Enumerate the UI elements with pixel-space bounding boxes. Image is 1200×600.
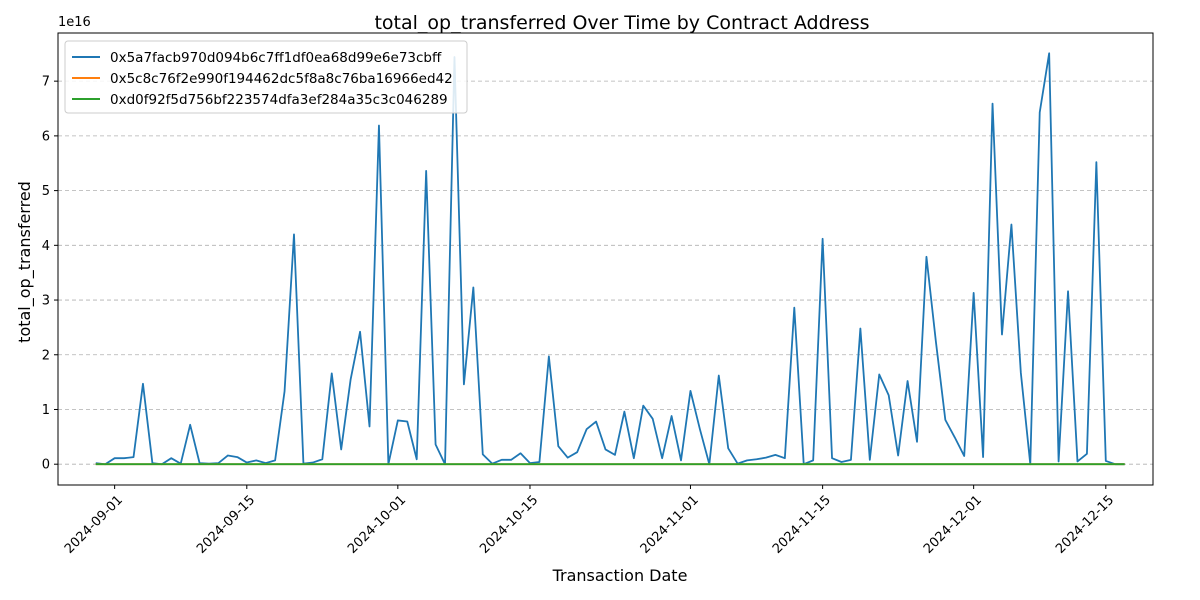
y-tick-label-4: 4 <box>42 239 50 254</box>
y-scale-exponent: 1e16 <box>58 15 91 30</box>
legend-box <box>64 40 468 114</box>
series-line-1 <box>95 52 1125 466</box>
y-tick-label-3: 3 <box>42 294 50 309</box>
legend-label-series-2: 0x5c8c76f2e990f194462dc5f8a8c76ba16966ed… <box>110 71 453 87</box>
y-tick-label-5: 5 <box>42 184 50 199</box>
chart-title: total_op_transferred Over Time by Contra… <box>374 12 869 34</box>
y-tick-label-2: 2 <box>42 348 50 363</box>
legend-label-series-1: 0x5a7facb970d094b6c7ff1df0ea68d99e6e73cb… <box>110 50 442 66</box>
plot-area-frame <box>57 32 1154 486</box>
legend: 0x5a7facb970d094b6c7ff1df0ea68d99e6e73cb… <box>64 40 468 114</box>
series-lines <box>95 52 1125 466</box>
y-tick-label-7: 7 <box>42 75 50 90</box>
x-axis-title: Transaction Date <box>552 566 688 585</box>
y-axis-ticks: 0 1 2 3 4 5 6 7 <box>42 75 58 473</box>
y-axis-title: total_op_transferred <box>15 181 35 343</box>
y-tick-label-6: 6 <box>42 129 50 144</box>
legend-label-series-3: 0xd0f92f5d756bf223574dfa3ef284a35c3c0462… <box>110 92 448 108</box>
y-tick-label-1: 1 <box>42 403 50 418</box>
y-tick-label-0: 0 <box>42 458 50 473</box>
